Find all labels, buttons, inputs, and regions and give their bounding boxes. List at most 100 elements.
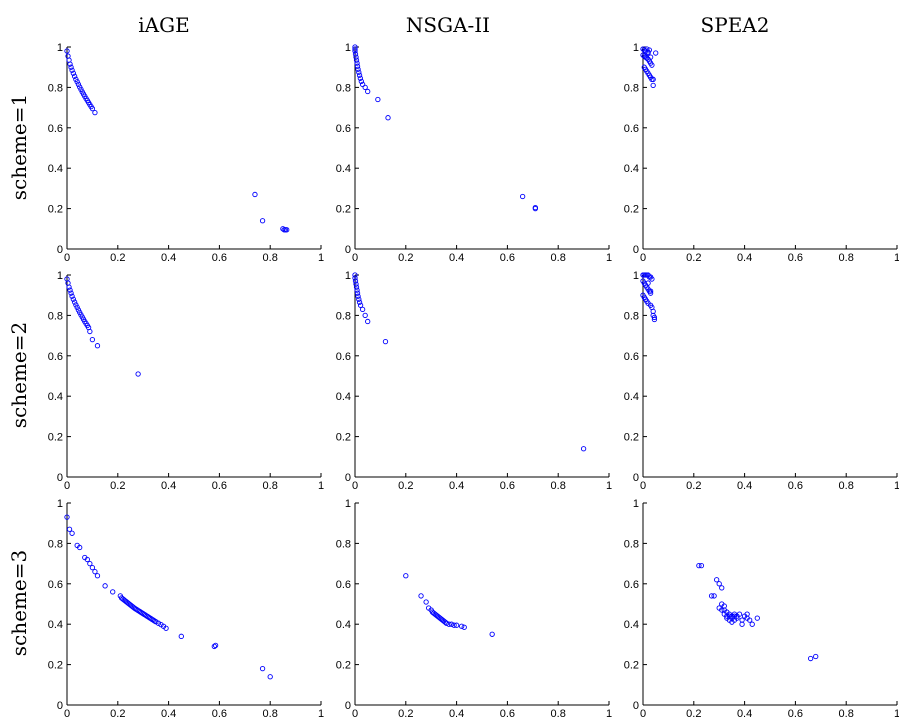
panel-spea2-scheme2-point xyxy=(645,280,651,286)
panel-iage-scheme3-point xyxy=(259,665,266,672)
panel-nsga2-scheme2-point xyxy=(353,281,359,287)
panel-spea2-scheme3-point xyxy=(696,562,702,569)
panel-nsga2-scheme1: 0 0.2 0.4 0.6 0.8 1 0 0.2 0.4 0.6 0.8 1 xyxy=(336,42,612,264)
panel-nsga2-scheme2-point xyxy=(352,278,359,284)
panel-nsga2-scheme3-x-tick-label: 0.4 xyxy=(449,708,464,719)
panel-iage-scheme3-x-tick-label: 0.8 xyxy=(263,708,278,719)
panel-nsga2-scheme2-y-tick-label: 0.4 xyxy=(336,391,351,403)
panel-spea2-scheme1-y-tick-label: 1 xyxy=(633,42,639,54)
panel-nsga2-scheme1-point xyxy=(359,81,366,88)
panel-nsga2-scheme1-x-tick-label: 0.4 xyxy=(449,252,464,264)
panel-spea2-scheme3-point xyxy=(747,617,753,623)
panel-nsga2-scheme3-y-tick-label: 0.8 xyxy=(336,538,351,550)
panel-spea2-scheme1-y-tick-label: 0.8 xyxy=(624,82,639,94)
panel-spea2-scheme3-point xyxy=(807,655,814,662)
panel-iage-scheme3-point xyxy=(64,514,70,520)
panel-spea2-scheme2-x-tick-label: 1 xyxy=(894,480,899,492)
panel-iage-scheme1-x-tick-label: 0 xyxy=(64,252,70,264)
panel-nsga2-scheme1-x-tick-label: 0.2 xyxy=(398,252,413,264)
panel-iage-scheme3-point xyxy=(94,573,101,579)
panel-nsga2-scheme2: 0 0.2 0.4 0.6 0.8 1 0 0.2 0.4 0.6 0.8 1 xyxy=(336,270,612,492)
panel-spea2-scheme1-x-tick-label: 1 xyxy=(894,252,899,264)
panel-spea2-scheme1-x-tick-label: 0.6 xyxy=(788,252,803,264)
panel-nsga2-scheme3-point xyxy=(461,624,467,630)
panel-nsga2-scheme3-point xyxy=(403,573,409,579)
panel-iage-scheme3-point xyxy=(267,674,273,680)
panel-spea2-scheme2-point xyxy=(647,290,654,296)
panel-spea2-scheme2-point xyxy=(651,314,658,321)
row-label-scheme3: scheme=3 xyxy=(7,550,31,656)
panel-iage-scheme2-x-tick-label: 0 xyxy=(64,480,70,492)
panel-nsga2-scheme3-x-tick-label: 0.2 xyxy=(398,708,413,719)
panel-spea2-scheme3-point xyxy=(698,562,705,569)
panel-nsga2-scheme3-point xyxy=(451,622,457,628)
panel-nsga2-scheme3-y-tick-label: 0.2 xyxy=(336,660,351,672)
panel-iage-scheme1-point xyxy=(75,81,82,88)
panel-iage-scheme3-point xyxy=(110,589,116,595)
panel-iage-scheme1-point xyxy=(69,67,75,73)
panel-iage-scheme3-point xyxy=(163,625,169,631)
panel-iage-scheme1-point xyxy=(68,64,74,70)
panel-nsga2-scheme1-y-tick-label: 0 xyxy=(345,244,351,256)
panel-iage-scheme1-point xyxy=(92,110,98,116)
panel-spea2-scheme1-point xyxy=(653,50,659,56)
panel-spea2-scheme1-point xyxy=(646,47,652,53)
panel-nsga2-scheme2-point xyxy=(354,290,361,296)
panel-nsga2-scheme3-y-tick-label: 1 xyxy=(345,498,351,510)
panel-spea2-scheme3-x-tick-label: 0.4 xyxy=(737,708,752,719)
panel-spea2-scheme3-point xyxy=(716,581,722,587)
panel-spea2-scheme1: 0 0.2 0.4 0.6 0.8 1 0 0.2 0.4 0.6 0.8 1 xyxy=(624,42,899,264)
panel-spea2-scheme1-point xyxy=(650,82,656,89)
panel-iage-scheme2-x-tick-label: 0.2 xyxy=(110,480,125,492)
panel-iage-scheme3-y-tick-label: 0.2 xyxy=(48,660,63,672)
panel-iage-scheme3-y-tick-label: 1 xyxy=(57,498,63,510)
panel-spea2-scheme2-x-tick-label: 0.8 xyxy=(839,480,854,492)
panel-nsga2-scheme1-point xyxy=(356,72,363,78)
panel-nsga2-scheme3-y-tick-label: 0.6 xyxy=(336,579,351,591)
panel-spea2-scheme3-point xyxy=(749,621,755,627)
panel-nsga2-scheme1-point xyxy=(354,63,361,69)
panel-nsga2-scheme3: 0 0.2 0.4 0.6 0.8 1 0 0.2 0.4 0.6 0.8 1 xyxy=(336,498,612,719)
panel-iage-scheme1-x-tick-label: 0.8 xyxy=(263,252,278,264)
panel-nsga2-scheme2-x-tick-label: 0.6 xyxy=(500,480,515,492)
panel-nsga2-scheme2-point xyxy=(356,299,363,305)
panel-spea2-scheme3-point xyxy=(739,621,745,627)
panel-nsga2-scheme1-point xyxy=(355,66,361,72)
panel-iage-scheme1-point xyxy=(70,70,77,76)
panel-iage-scheme2-point xyxy=(68,290,74,296)
panel-iage-scheme1-point xyxy=(89,105,96,112)
panel-nsga2-scheme1-point xyxy=(358,78,364,84)
panel-nsga2-scheme3-point xyxy=(459,623,465,629)
panel-nsga2-scheme3-x-tick-label: 0.8 xyxy=(551,708,566,719)
panel-iage-scheme2-y-tick-label: 1 xyxy=(57,270,63,282)
panel-nsga2-scheme1-point xyxy=(385,115,391,121)
panel-spea2-scheme3-y-tick-label: 0.2 xyxy=(624,660,639,672)
panel-iage-scheme1-point xyxy=(74,79,80,85)
panel-nsga2-scheme1-y-tick-label: 0.2 xyxy=(336,204,351,216)
panel-nsga2-scheme3-y-tick-label: 0 xyxy=(345,700,351,712)
panel-iage-scheme2-point xyxy=(66,284,72,290)
panel-nsga2-scheme1-y-tick-label: 1 xyxy=(345,42,351,54)
panel-iage-scheme3-x-tick-label: 0.2 xyxy=(110,708,125,719)
panel-iage-scheme2-point xyxy=(87,328,93,335)
panel-iage-scheme2-y-tick-label: 0.8 xyxy=(48,310,63,322)
panel-nsga2-scheme2-x-tick-label: 0.8 xyxy=(551,480,566,492)
panel-iage-scheme1-y-tick-label: 1 xyxy=(57,42,63,54)
panel-spea2-scheme3-point xyxy=(813,653,819,660)
panel-spea2-scheme1-x-tick-label: 0.4 xyxy=(737,252,752,264)
panel-nsga2-scheme2-y-tick-label: 0 xyxy=(345,472,351,484)
panel-nsga2-scheme3-y-tick-label: 0.4 xyxy=(336,619,351,631)
panels: 0 0.2 0.4 0.6 0.8 100.20.40.60.810 0.2 0.4 0.6 0.… xyxy=(48,42,899,719)
panel-spea2-scheme3-point xyxy=(734,615,740,621)
panel-nsga2-scheme2-x-tick-label: 0 xyxy=(352,480,358,492)
column-title-iage: iAGE xyxy=(138,13,189,37)
panel-nsga2-scheme3-point xyxy=(489,631,495,637)
panel-iage-scheme3-y-tick-label: 0.6 xyxy=(48,579,63,591)
panel-nsga2-scheme1-x-tick-label: 0.8 xyxy=(551,252,566,264)
panel-iage-scheme3-point xyxy=(66,526,73,532)
panel-iage-scheme3-x-tick-label: 0.6 xyxy=(212,708,227,719)
panel-nsga2-scheme3-point xyxy=(448,621,455,627)
panel-iage-scheme3-point xyxy=(77,544,83,551)
panel-spea2-scheme3-y-tick-label: 0 xyxy=(633,700,639,712)
panel-nsga2-scheme2-point xyxy=(365,318,371,325)
